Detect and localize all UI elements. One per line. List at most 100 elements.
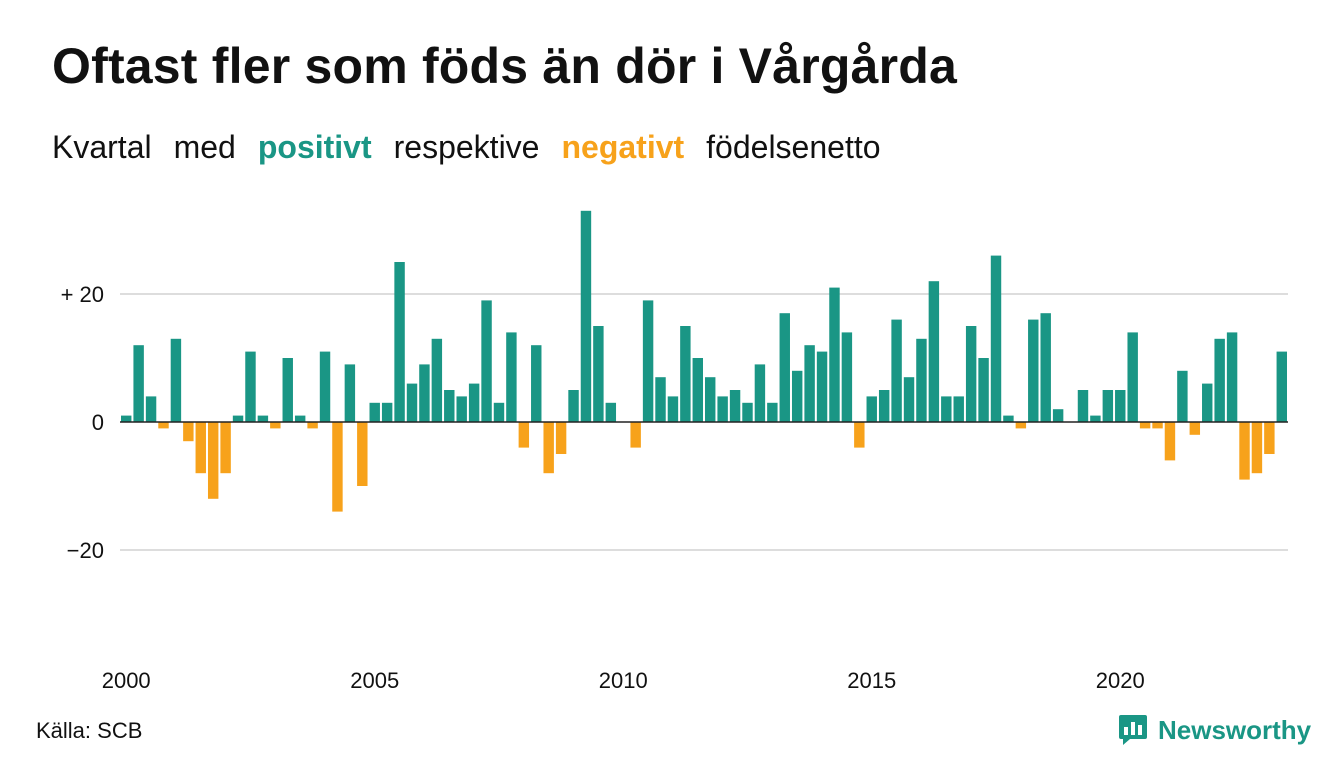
bar [1077,390,1089,422]
bar [307,422,318,429]
subtitle-negative-word: negativt [561,129,685,165]
bar [580,210,592,422]
bar [183,422,194,442]
bar [692,358,703,422]
bar [133,345,144,422]
subtitle-word: födelsenetto [706,129,881,165]
brand-logo: Newsworthy [1118,713,1311,747]
bar [568,390,579,422]
bar [468,383,480,422]
bar [170,338,182,422]
bar [593,326,604,422]
bar [270,422,281,429]
bar [990,255,1002,422]
bar [680,326,691,422]
bar [145,396,157,422]
bars [121,210,1287,512]
bar [978,358,989,422]
bar [1202,383,1213,422]
bar [332,422,343,512]
bar [729,390,741,422]
subtitle-word: respektive [393,129,540,165]
bar [903,377,915,422]
x-tick-label: 2000 [102,668,151,693]
bar [1239,422,1250,480]
bar [121,415,132,422]
bar [1028,319,1039,422]
bar [1090,415,1101,422]
bar [941,396,952,422]
bar [655,377,666,422]
x-tick-label: 2015 [847,668,896,693]
subtitle-word: med [173,129,236,165]
bar [717,396,728,422]
x-tick-label: 2005 [350,668,399,693]
x-tick-label: 2020 [1096,668,1145,693]
source-note: Källa: SCB [36,718,143,743]
bar [1115,390,1126,422]
subtitle-positive-word: positivt [257,129,372,165]
gridlines [120,293,1288,551]
bar [369,402,380,422]
bar [245,351,256,422]
bar [705,377,716,422]
bar [916,338,927,422]
bar [642,300,654,422]
bar [1040,313,1051,422]
x-tick-label: 2010 [599,668,648,693]
bar [804,345,815,422]
bar [767,402,778,422]
bar [1052,409,1064,422]
bar [841,332,853,422]
bar [878,390,890,422]
bar [419,364,430,422]
bar [282,358,293,422]
bar [742,402,753,422]
y-tick-label: + 20 [61,282,104,307]
bar [1164,422,1176,461]
bar [394,262,405,422]
bar [1127,332,1138,422]
bar [965,326,977,422]
bar [456,396,467,422]
bar [543,422,554,474]
bar [754,364,766,422]
bar [232,415,244,422]
bar [1264,422,1275,454]
bar [220,422,231,474]
bar [518,422,530,448]
bar [1189,422,1201,435]
bar [195,422,206,474]
bar [1226,332,1238,422]
bar [1003,415,1014,422]
bar [667,396,679,422]
bar [493,402,505,422]
subtitle-word: Kvartal [52,129,152,165]
bar [481,300,492,422]
bar [531,345,542,422]
bar [1177,370,1188,422]
bar [891,319,902,422]
bar [158,422,169,429]
bar [779,313,790,422]
bar [357,422,368,486]
bar [444,390,455,422]
bar [406,383,418,422]
y-tick-label: 0 [92,410,104,435]
chart-subtitle: Kvartal med positivt respektive negativt föde… [52,128,903,166]
bar [1139,422,1151,429]
bar [829,287,840,422]
bar [344,364,356,422]
bar [381,402,393,422]
bar [1276,351,1287,422]
bar [866,396,877,422]
y-tick-label: −20 [67,538,104,563]
bar [1214,338,1225,422]
bar [630,422,641,448]
bar [605,402,617,422]
bar [1251,422,1263,474]
bar [791,370,803,422]
bar [555,422,567,454]
x-axis-ticks: 2000 2005 2010 2015 2020 [102,668,1145,693]
bar [207,422,219,499]
